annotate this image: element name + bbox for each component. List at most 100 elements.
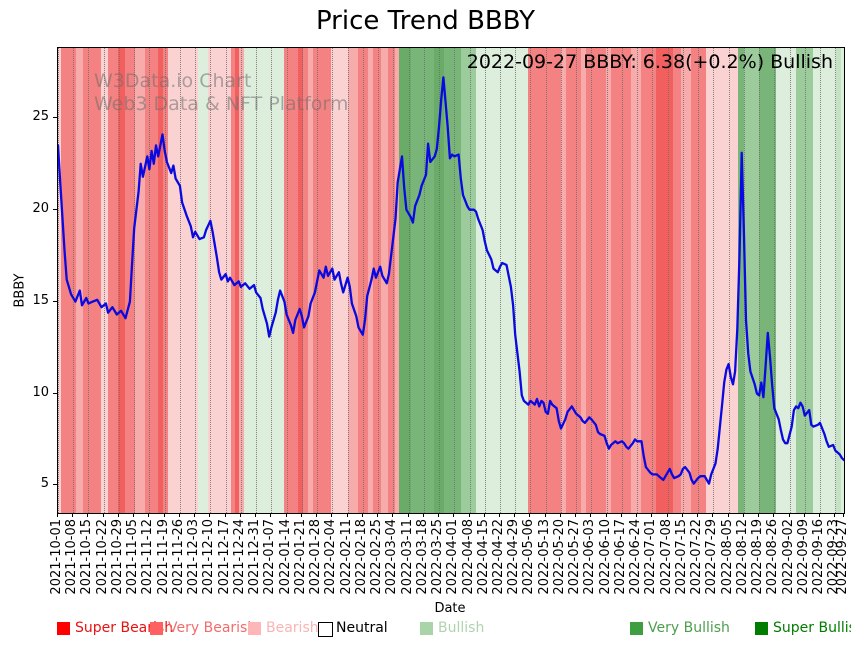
legend-label: Super Bearish — [75, 620, 174, 636]
legend-swatch-bearish — [248, 622, 261, 635]
sentiment-band — [108, 48, 119, 513]
gridline — [637, 48, 639, 513]
x-tick-mark — [224, 513, 226, 517]
x-tick-label: 2021-12-17 — [216, 519, 232, 595]
x-tick-mark — [270, 513, 272, 517]
x-tick-label: 2021-10-29 — [109, 519, 125, 595]
gridline — [545, 48, 547, 513]
x-tick-label: 2022-06-10 — [597, 519, 613, 595]
x-tick-label: 2022-05-20 — [551, 519, 567, 595]
x-tick-mark — [712, 513, 714, 517]
sentiment-band — [560, 48, 566, 513]
gridline — [454, 48, 456, 513]
sentiment-band — [444, 48, 461, 513]
x-axis-label: Date — [434, 601, 466, 616]
x-tick-mark — [620, 513, 622, 517]
x-tick-label: 2022-09-16 — [811, 519, 827, 595]
sentiment-band — [197, 48, 208, 513]
x-tick-mark — [666, 513, 668, 517]
x-tick-mark — [377, 513, 379, 517]
x-tick-label: 2021-10-08 — [64, 519, 80, 595]
x-tick-mark — [285, 513, 287, 517]
x-tick-mark — [453, 513, 455, 517]
sentiment-band — [58, 48, 62, 513]
sentiment-band — [307, 48, 313, 513]
legend-label: Bullish — [438, 620, 485, 636]
gridline — [286, 48, 288, 513]
x-tick-mark — [331, 513, 333, 517]
x-tick-label: 2022-08-19 — [750, 519, 766, 595]
sentiment-band — [208, 48, 232, 513]
x-tick-label: 2022-06-24 — [628, 519, 644, 595]
sentiment-band — [235, 48, 239, 513]
gridline — [73, 48, 75, 513]
x-tick-mark — [87, 513, 89, 517]
x-tick-label: 2022-06-17 — [612, 519, 628, 595]
y-axis-label: BBBY — [12, 273, 28, 308]
x-tick-mark — [605, 513, 607, 517]
legend-swatch-very-bullish — [630, 622, 643, 635]
x-tick-label: 2022-08-26 — [765, 519, 781, 595]
sentiment-band — [580, 48, 586, 513]
x-tick-label: 2021-10-01 — [49, 519, 64, 595]
gridline — [362, 48, 364, 513]
x-tick-mark — [148, 513, 150, 517]
x-tick-mark — [834, 513, 836, 517]
legend-swatch-very-bearish — [150, 622, 163, 635]
x-tick-label: 2022-05-27 — [567, 519, 583, 595]
sentiment-band — [528, 48, 561, 513]
x-tick-mark — [575, 513, 577, 517]
y-tick-label: 5 — [40, 476, 49, 492]
x-tick-label: 2022-02-18 — [353, 519, 369, 595]
x-tick-mark — [316, 513, 318, 517]
x-tick-mark — [422, 513, 424, 517]
x-tick-mark — [559, 513, 561, 517]
x-tick-mark — [681, 513, 683, 517]
sentiment-band — [585, 48, 606, 513]
x-tick-mark — [117, 513, 119, 517]
x-tick-mark — [498, 513, 500, 517]
x-tick-mark — [803, 513, 805, 517]
price-line — [58, 76, 844, 485]
x-tick-label: 2022-08-12 — [734, 519, 750, 595]
gridline — [591, 48, 593, 513]
x-tick-mark — [209, 513, 211, 517]
sentiment-band — [835, 48, 841, 513]
x-tick-mark — [843, 513, 844, 517]
x-tick-label: 2022-04-22 — [490, 519, 506, 595]
x-tick-mark — [407, 513, 409, 517]
x-tick-label: 2021-12-10 — [201, 519, 217, 595]
sentiment-band — [135, 48, 146, 513]
gridline — [195, 48, 197, 513]
x-tick-label: 2022-04-01 — [445, 519, 461, 595]
x-tick-label: 2022-07-29 — [704, 519, 720, 595]
legend-swatch-neutral — [318, 622, 333, 637]
sentiment-band — [243, 48, 285, 513]
x-tick-mark — [194, 513, 196, 517]
legend-label: Very Bearish — [168, 620, 257, 636]
x-tick-label: 2021-12-31 — [247, 519, 263, 595]
x-tick-label: 2022-07-01 — [643, 519, 659, 595]
watermark: W3Data.io Chart Web3 Data & NFT Platform — [94, 70, 348, 116]
x-tick-label: 2022-02-04 — [323, 519, 339, 595]
x-tick-mark — [529, 513, 531, 517]
gridline — [576, 48, 578, 513]
x-tick-label: 2022-08-05 — [719, 519, 735, 595]
gridline — [560, 48, 562, 513]
sentiment-band — [395, 48, 399, 513]
x-tick-mark — [163, 513, 165, 517]
gridline — [789, 48, 791, 513]
sentiment-band — [672, 48, 681, 513]
x-tick-label: 2021-12-03 — [186, 519, 202, 595]
x-tick-mark — [72, 513, 74, 517]
sentiment-band — [631, 48, 642, 513]
x-tick-mark — [636, 513, 638, 517]
gridline — [530, 48, 532, 513]
gridline — [118, 48, 120, 513]
sentiment-band — [795, 48, 813, 513]
x-tick-label: 2022-02-25 — [369, 519, 385, 595]
sentiment-band — [812, 48, 836, 513]
sentiment-band — [284, 48, 298, 513]
x-tick-label: 2021-10-15 — [79, 519, 95, 595]
x-tick-mark — [438, 513, 440, 517]
